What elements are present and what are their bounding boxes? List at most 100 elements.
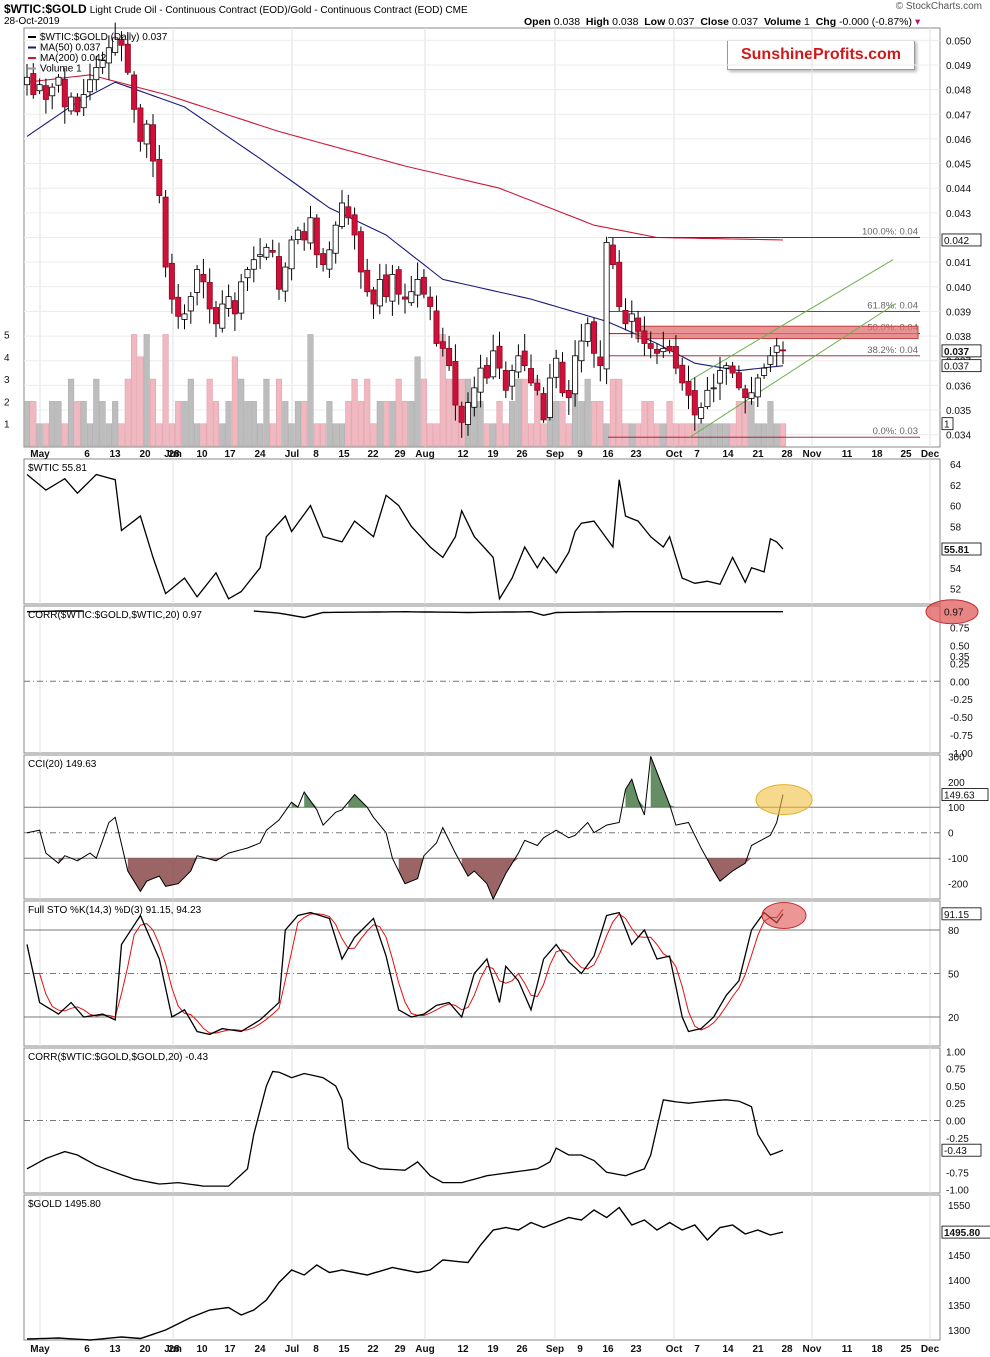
candle	[578, 323, 585, 373]
candle	[156, 145, 163, 204]
resistance-zone	[635, 325, 919, 340]
cci-y-tick: 300	[948, 752, 965, 763]
candle	[666, 339, 673, 354]
corr1-line-start	[26, 610, 84, 613]
volume-bar	[181, 401, 188, 447]
symbol-description: Light Crude Oil - Continuous Contract (E…	[89, 5, 468, 16]
price-y-tick: 0.050	[946, 36, 971, 47]
corr2-y-tick: 0.50	[946, 1082, 966, 1093]
candle	[294, 226, 301, 245]
volume-bar	[275, 378, 283, 447]
corr1-highlight	[925, 599, 979, 625]
symbol-label: $WTIC:$GOLD	[4, 2, 87, 16]
candle	[395, 266, 402, 305]
candle	[546, 363, 553, 421]
volume-y-tick: 1	[4, 420, 10, 431]
corr1-y-tick: 0.50	[950, 641, 970, 652]
candle	[269, 239, 276, 258]
volume-bar	[137, 356, 144, 447]
candle	[313, 214, 320, 268]
candle	[105, 35, 112, 80]
volume-bar	[395, 378, 402, 447]
volume-bar	[509, 401, 516, 447]
volume-bar	[773, 423, 780, 447]
volume-bar	[502, 423, 509, 447]
x-tick-label: 13	[109, 449, 121, 460]
candle	[672, 335, 679, 375]
x-tick-label-bottom: 19	[487, 1344, 499, 1355]
volume-bar	[490, 423, 497, 447]
gold-title: $GOLD 1495.80	[28, 1199, 101, 1210]
volume-bar	[149, 378, 157, 447]
volume-bar	[93, 378, 100, 447]
x-tick-label-bottom: 23	[630, 1344, 642, 1355]
volume-bar	[238, 378, 245, 447]
x-tick-label-bottom: Oct	[666, 1344, 683, 1355]
volume-bar	[698, 423, 705, 447]
x-tick-label: 22	[367, 449, 379, 460]
price-y-tick: 0.038	[946, 332, 971, 343]
candle	[427, 286, 434, 321]
candle	[729, 361, 736, 378]
gold-y-tick: 1450	[948, 1251, 971, 1262]
candle	[200, 258, 207, 299]
candle	[351, 207, 358, 250]
x-tick-label-bottom: 26	[516, 1344, 528, 1355]
x-tick-label: Sep	[546, 449, 564, 460]
volume-bar	[282, 401, 289, 447]
x-tick-label: 17	[224, 449, 236, 460]
legend-entry: MA(50) 0.037	[40, 43, 101, 54]
volume-bar	[351, 378, 358, 447]
volume-bar	[660, 423, 667, 447]
candle	[383, 264, 390, 303]
volume-bar	[332, 423, 339, 447]
volume-bar	[761, 423, 768, 447]
sto-title: Full STO %K(14,3) %D(3) 91.15, 94.23	[28, 905, 202, 916]
candle	[364, 258, 371, 297]
candle	[263, 243, 270, 261]
cci-y-tick: 200	[948, 778, 965, 789]
volume-bar	[647, 401, 654, 447]
sto-highlight	[761, 902, 807, 929]
x-tick-label: 18	[871, 449, 883, 460]
x-tick-label-bottom: Jul	[285, 1344, 300, 1355]
wtic-y-tick: 52	[950, 584, 962, 595]
volume-bar	[68, 378, 75, 447]
candle	[275, 242, 282, 300]
corr2-value-tag: -0.43	[941, 1143, 982, 1157]
x-tick-label-bottom: 8	[313, 1344, 319, 1355]
corr1-y-tick: 0.75	[950, 624, 970, 635]
volume-bar	[219, 423, 226, 447]
price-y-tick: 0.041	[946, 258, 971, 269]
panel-frame-3	[23, 754, 941, 900]
last-value-tag: 0.037	[941, 344, 982, 358]
x-tick-label: 28	[168, 449, 180, 460]
volume-bar	[584, 378, 591, 447]
cci-title: CCI(20) 149.63	[28, 759, 97, 770]
volume-bar	[143, 334, 150, 447]
x-tick-label-bottom: Jun	[164, 1344, 182, 1355]
gold-y-tick: 1400	[948, 1276, 971, 1287]
wtic-y-tick: 60	[950, 502, 962, 513]
volume-bar	[345, 401, 352, 447]
candle	[162, 190, 169, 278]
x-tick-label-bottom: Sep	[546, 1344, 564, 1355]
cci-value-tag: 149.63	[941, 788, 989, 802]
candle	[616, 250, 623, 312]
x-tick-label: Dec	[921, 449, 940, 460]
corr2-y-tick: -0.25	[946, 1134, 969, 1145]
candle	[389, 264, 396, 316]
volume-bar	[250, 401, 257, 447]
sto-y-tick: 20	[948, 1013, 960, 1024]
candle	[231, 292, 238, 331]
candle	[168, 253, 175, 314]
candle	[515, 344, 522, 379]
volume-bar	[729, 423, 736, 447]
candle	[112, 22, 119, 56]
svg-text:91.15: 91.15	[944, 910, 969, 921]
panel-frame-2	[23, 605, 941, 754]
volume-bar	[42, 423, 49, 447]
volume-bar	[527, 423, 535, 447]
candle	[439, 327, 446, 357]
